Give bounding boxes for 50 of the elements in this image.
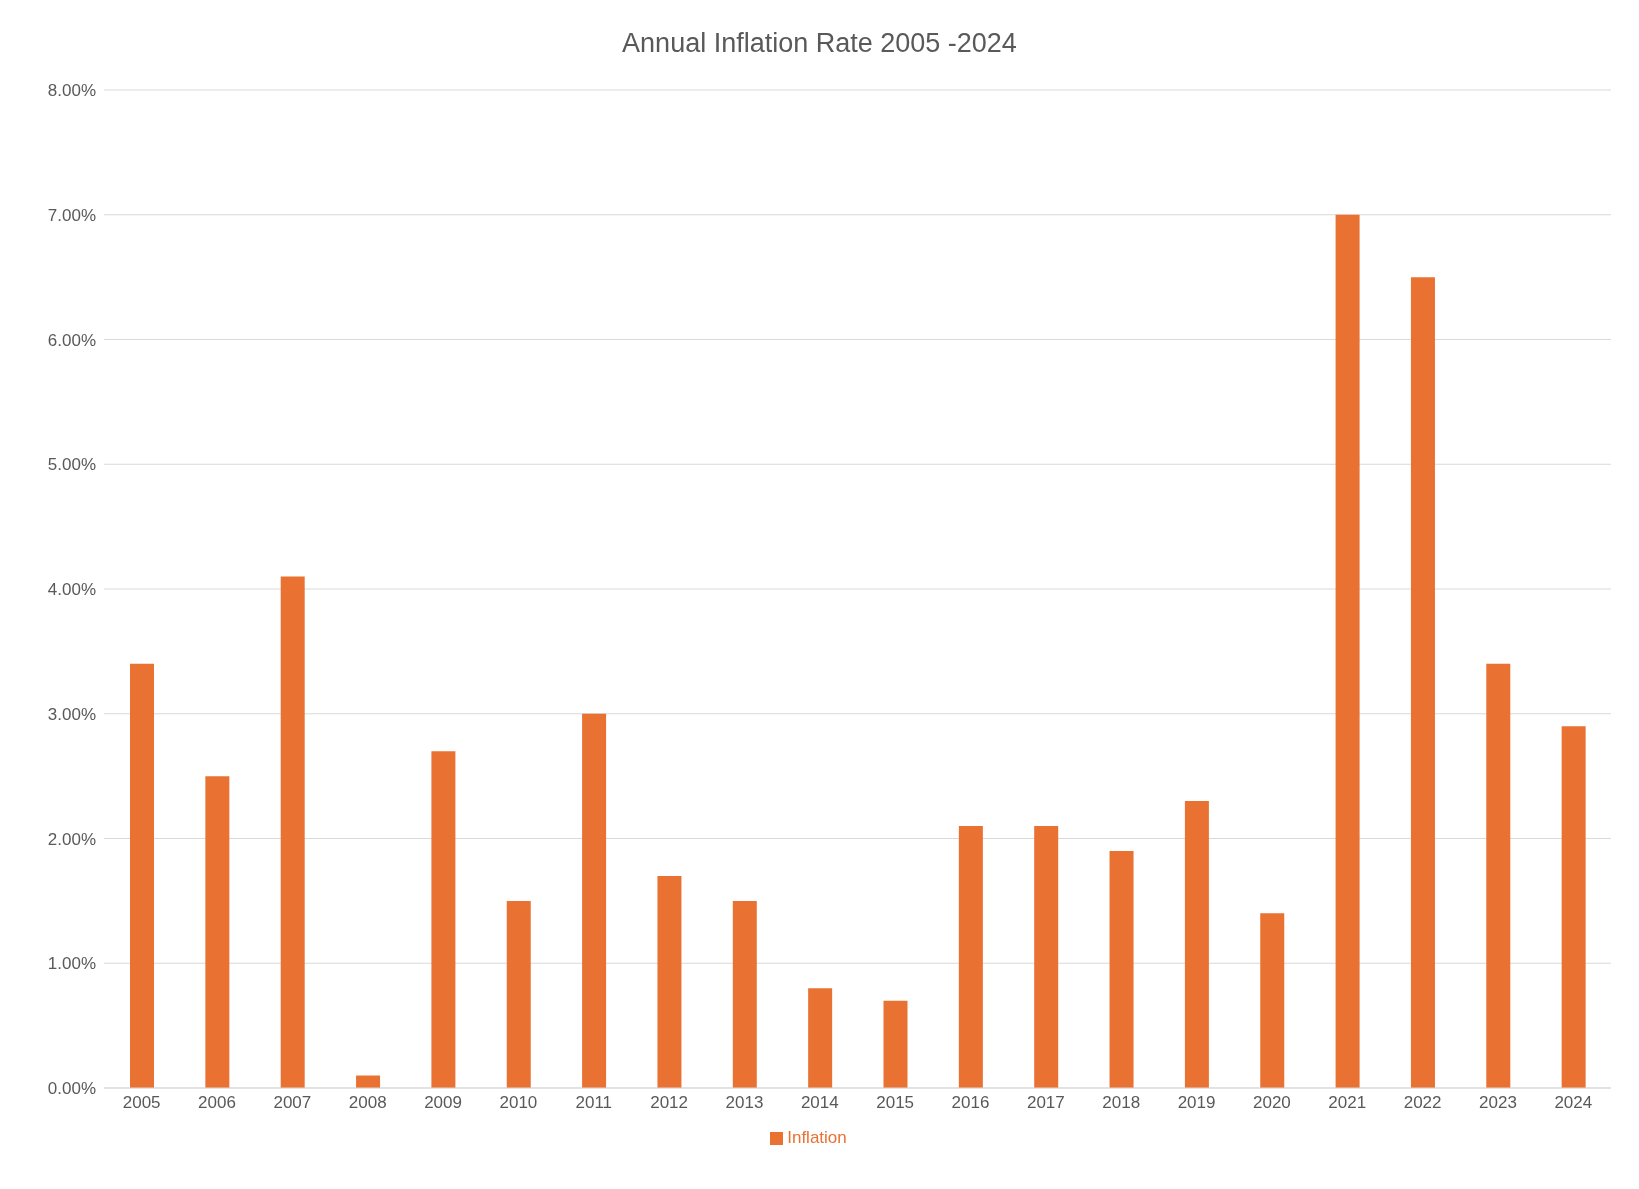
y-tick-label: 5.00% xyxy=(47,455,96,475)
x-tick-label: 2016 xyxy=(951,1093,990,1113)
x-tick-label: 2005 xyxy=(122,1093,161,1113)
x-tick-label: 2024 xyxy=(1554,1093,1593,1113)
y-tick-label: 3.00% xyxy=(47,704,96,724)
bar xyxy=(582,713,607,1088)
y-tick-label: 8.00% xyxy=(47,81,96,101)
bar xyxy=(958,826,983,1088)
y-tick-label: 7.00% xyxy=(47,205,96,225)
bar xyxy=(1034,826,1059,1088)
bar xyxy=(1410,277,1435,1088)
bar xyxy=(1184,801,1209,1088)
y-tick-label: 0.00% xyxy=(47,1079,96,1099)
bar xyxy=(1109,850,1134,1088)
x-tick-label: 2011 xyxy=(575,1093,613,1113)
bar xyxy=(1561,726,1586,1088)
x-tick-label: 2018 xyxy=(1102,1093,1141,1113)
x-tick-label: 2019 xyxy=(1177,1093,1216,1113)
bar xyxy=(808,988,833,1088)
x-tick-label: 2012 xyxy=(650,1093,689,1113)
x-tick-label: 2022 xyxy=(1403,1093,1442,1113)
bar xyxy=(205,776,230,1088)
x-tick-label: 2009 xyxy=(424,1093,462,1113)
bar xyxy=(657,875,682,1088)
y-tick-label: 4.00% xyxy=(47,580,96,600)
y-tick-label: 1.00% xyxy=(47,954,96,974)
bar xyxy=(1335,214,1360,1088)
x-tick-label: 2021 xyxy=(1328,1093,1367,1113)
bar xyxy=(280,576,305,1088)
x-tick-label: 2015 xyxy=(876,1093,915,1113)
x-tick-label: 2014 xyxy=(800,1093,839,1113)
y-tick-label: 2.00% xyxy=(47,829,96,849)
legend-label: Inflation xyxy=(787,1128,847,1147)
bar xyxy=(883,1000,908,1088)
x-tick-label: 2020 xyxy=(1253,1093,1291,1113)
x-tick-label: 2006 xyxy=(198,1093,236,1113)
x-tick-label: 2023 xyxy=(1479,1093,1517,1113)
bar xyxy=(1260,913,1285,1088)
bar xyxy=(130,663,154,1088)
x-tick-label: 2007 xyxy=(273,1093,312,1113)
x-tick-label: 2013 xyxy=(725,1093,764,1113)
x-tick-label: 2017 xyxy=(1026,1093,1065,1113)
bar xyxy=(1486,663,1511,1088)
bar xyxy=(506,900,531,1088)
bar xyxy=(431,751,456,1088)
x-tick-label: 2010 xyxy=(499,1093,538,1113)
bar xyxy=(732,900,757,1088)
y-tick-label: 6.00% xyxy=(47,330,96,350)
chart-title: Annual Inflation Rate 2005 -2024 xyxy=(621,28,1018,59)
x-tick-label: 2008 xyxy=(348,1093,387,1113)
